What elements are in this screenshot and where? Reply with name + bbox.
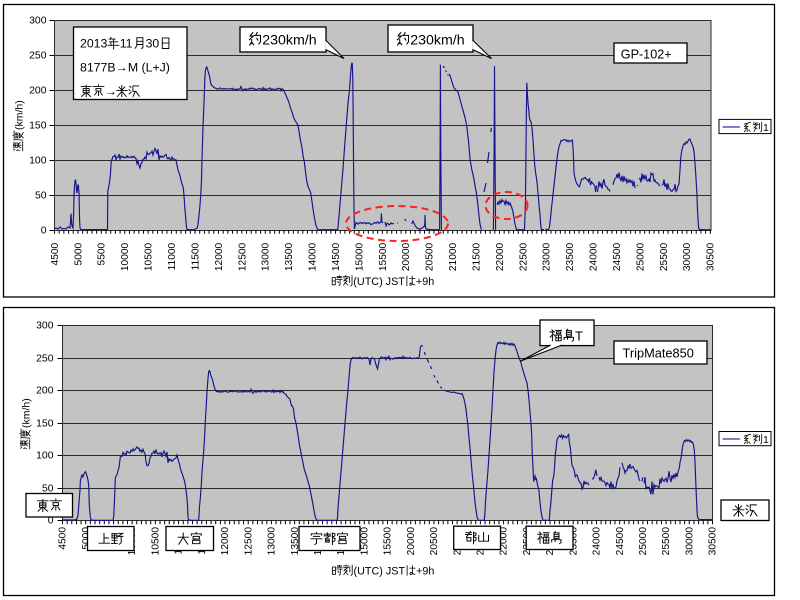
- svg-text:25000: 25000: [638, 527, 649, 556]
- svg-text:30500: 30500: [708, 527, 719, 556]
- svg-text:TripMate850: TripMate850: [623, 346, 694, 361]
- svg-text:20500: 20500: [425, 242, 436, 271]
- svg-text:21000: 21000: [448, 242, 459, 271]
- svg-text:13500: 13500: [284, 242, 295, 271]
- svg-text:GP-102+: GP-102+: [621, 47, 672, 61]
- svg-text:20000: 20000: [401, 242, 412, 271]
- svg-text:(UTC) JST: (UTC) JST: [353, 276, 405, 288]
- svg-text:12500: 12500: [243, 527, 254, 556]
- svg-text:(UTC) JST: (UTC) JST: [354, 566, 406, 578]
- svg-text:13000: 13000: [261, 242, 272, 271]
- svg-text:14500: 14500: [331, 242, 342, 271]
- svg-text:22000: 22000: [499, 527, 510, 556]
- svg-text:24000: 24000: [592, 527, 603, 556]
- svg-text:20000: 20000: [406, 527, 417, 556]
- svg-text:12500: 12500: [237, 242, 248, 271]
- svg-text:25000: 25000: [635, 242, 646, 271]
- svg-text:150: 150: [29, 120, 47, 131]
- svg-text:24500: 24500: [612, 242, 623, 271]
- svg-text:10000: 10000: [120, 242, 131, 271]
- svg-text:15500: 15500: [378, 242, 389, 271]
- svg-text:24500: 24500: [615, 527, 626, 556]
- svg-text:→: →: [105, 85, 117, 99]
- svg-text:150: 150: [36, 418, 54, 429]
- svg-text:23500: 23500: [565, 242, 576, 271]
- svg-text:11500: 11500: [190, 242, 201, 270]
- svg-text:14000: 14000: [308, 242, 319, 271]
- svg-text:+9h: +9h: [416, 276, 434, 288]
- svg-text:100: 100: [29, 155, 47, 166]
- svg-text:230km/h: 230km/h: [262, 33, 316, 49]
- svg-text:10500: 10500: [151, 527, 162, 556]
- svg-text:13000: 13000: [267, 527, 278, 556]
- svg-text:50: 50: [42, 483, 54, 494]
- svg-text:12000: 12000: [214, 242, 225, 271]
- svg-text:300: 300: [29, 15, 47, 26]
- svg-text:1: 1: [763, 434, 769, 446]
- svg-text:100: 100: [36, 450, 54, 461]
- svg-text:200: 200: [36, 385, 54, 396]
- svg-text:13500: 13500: [290, 527, 301, 556]
- svg-text:4500: 4500: [50, 242, 61, 265]
- svg-text:15500: 15500: [383, 527, 394, 556]
- svg-text:8177B→M (L+J): 8177B→M (L+J): [80, 61, 170, 75]
- svg-text:22000: 22000: [495, 242, 506, 271]
- svg-text:300: 300: [36, 320, 54, 331]
- svg-text:30: 30: [146, 37, 160, 51]
- svg-text:11000: 11000: [167, 242, 178, 270]
- svg-text:21500: 21500: [472, 242, 483, 271]
- svg-text:0: 0: [48, 515, 54, 526]
- svg-text:1: 1: [763, 122, 769, 134]
- svg-text:23500: 23500: [568, 527, 579, 556]
- svg-text:30000: 30000: [684, 527, 695, 556]
- svg-text:5000: 5000: [81, 527, 92, 550]
- svg-text:5500: 5500: [97, 242, 108, 265]
- svg-text:50: 50: [35, 190, 47, 201]
- svg-text:2013: 2013: [80, 37, 108, 51]
- svg-text:15000: 15000: [354, 242, 365, 271]
- svg-text:5000: 5000: [73, 242, 84, 265]
- svg-text:+9h: +9h: [416, 566, 434, 578]
- svg-text:11: 11: [120, 37, 133, 51]
- svg-text:230km/h: 230km/h: [410, 33, 464, 49]
- svg-text:4500: 4500: [58, 527, 69, 550]
- svg-text:30500: 30500: [706, 242, 717, 271]
- svg-text:250: 250: [29, 50, 47, 61]
- svg-text:10500: 10500: [144, 242, 155, 271]
- svg-text:23000: 23000: [542, 242, 553, 271]
- svg-text:250: 250: [36, 353, 54, 364]
- svg-text:20500: 20500: [429, 527, 440, 556]
- svg-text:25500: 25500: [661, 527, 672, 556]
- svg-text:200: 200: [29, 85, 47, 96]
- svg-text:12000: 12000: [220, 527, 231, 556]
- svg-text:30000: 30000: [682, 242, 693, 271]
- svg-text:22500: 22500: [518, 242, 529, 271]
- svg-text:25500: 25500: [659, 242, 670, 271]
- svg-text:24000: 24000: [589, 242, 600, 271]
- svg-text:15000: 15000: [359, 527, 370, 556]
- svg-text:0: 0: [41, 225, 47, 236]
- svg-text:T: T: [575, 329, 583, 344]
- svg-text:(km/h): (km/h): [14, 100, 26, 130]
- svg-text:(km/h): (km/h): [21, 398, 33, 428]
